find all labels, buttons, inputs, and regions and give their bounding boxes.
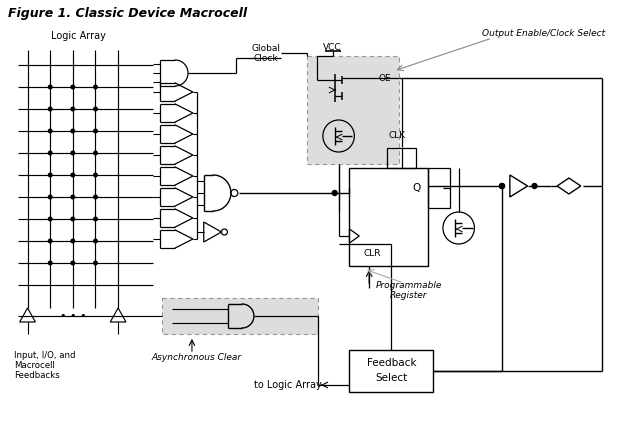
Circle shape bbox=[48, 107, 52, 111]
Bar bbox=[387, 148, 417, 168]
Bar bbox=[349, 350, 433, 392]
Text: Clock: Clock bbox=[254, 53, 278, 62]
Text: Macrocell: Macrocell bbox=[14, 360, 55, 370]
Text: Asynchronous Clear: Asynchronous Clear bbox=[152, 354, 242, 362]
Bar bbox=[162, 298, 318, 334]
Circle shape bbox=[48, 173, 52, 177]
Circle shape bbox=[71, 85, 74, 89]
Circle shape bbox=[93, 173, 97, 177]
Circle shape bbox=[71, 129, 74, 133]
Circle shape bbox=[48, 129, 52, 133]
Circle shape bbox=[48, 217, 52, 221]
Text: to Logic Array: to Logic Array bbox=[254, 380, 321, 390]
Circle shape bbox=[93, 239, 97, 243]
Circle shape bbox=[532, 184, 537, 189]
Circle shape bbox=[93, 151, 97, 155]
Circle shape bbox=[93, 107, 97, 111]
Circle shape bbox=[48, 195, 52, 199]
Circle shape bbox=[332, 190, 337, 195]
Text: Output Enable/Clock Select: Output Enable/Clock Select bbox=[482, 29, 605, 37]
Circle shape bbox=[93, 85, 97, 89]
Circle shape bbox=[499, 184, 504, 189]
Circle shape bbox=[71, 261, 74, 265]
Circle shape bbox=[48, 85, 52, 89]
Circle shape bbox=[71, 107, 74, 111]
Text: Figure 1. Classic Device Macrocell: Figure 1. Classic Device Macrocell bbox=[8, 6, 247, 19]
Text: Q: Q bbox=[412, 183, 420, 193]
Circle shape bbox=[71, 217, 74, 221]
Circle shape bbox=[499, 184, 504, 189]
Circle shape bbox=[71, 173, 74, 177]
Bar bbox=[307, 56, 399, 164]
Text: Register: Register bbox=[390, 291, 427, 301]
Circle shape bbox=[93, 217, 97, 221]
Circle shape bbox=[48, 239, 52, 243]
Text: Feedback: Feedback bbox=[366, 358, 416, 368]
Text: Global: Global bbox=[251, 43, 280, 53]
Text: OE: OE bbox=[378, 74, 391, 83]
Text: Logic Array: Logic Array bbox=[51, 31, 106, 41]
Bar bbox=[428, 168, 450, 208]
Circle shape bbox=[48, 151, 52, 155]
Circle shape bbox=[71, 195, 74, 199]
Circle shape bbox=[48, 261, 52, 265]
Text: Input, I/O, and: Input, I/O, and bbox=[14, 351, 75, 360]
Circle shape bbox=[71, 239, 74, 243]
Text: VCC: VCC bbox=[323, 43, 342, 51]
Text: Programmable: Programmable bbox=[375, 280, 441, 290]
Text: CLR: CLR bbox=[363, 250, 381, 258]
Text: CLK: CLK bbox=[389, 131, 406, 141]
Circle shape bbox=[93, 195, 97, 199]
Text: Feedbacks: Feedbacks bbox=[14, 370, 60, 379]
Circle shape bbox=[93, 261, 97, 265]
Circle shape bbox=[93, 129, 97, 133]
Bar bbox=[349, 168, 428, 266]
Circle shape bbox=[71, 151, 74, 155]
Text: Select: Select bbox=[375, 373, 408, 383]
Text: • • •: • • • bbox=[60, 311, 86, 321]
